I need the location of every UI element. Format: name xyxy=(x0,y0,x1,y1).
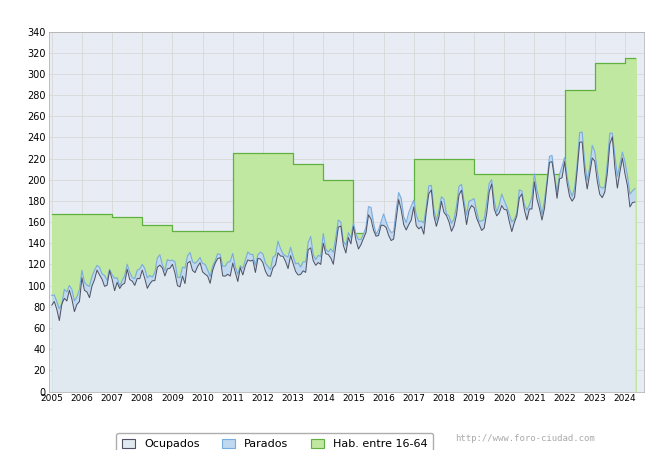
Legend: Ocupados, Parados, Hab. entre 16-64: Ocupados, Parados, Hab. entre 16-64 xyxy=(116,433,433,450)
Text: http://www.foro-ciudad.com: http://www.foro-ciudad.com xyxy=(455,434,595,443)
Text: Campo - Evolucion de la poblacion en edad de Trabajar Mayo de 2024: Campo - Evolucion de la poblacion en eda… xyxy=(77,8,573,21)
